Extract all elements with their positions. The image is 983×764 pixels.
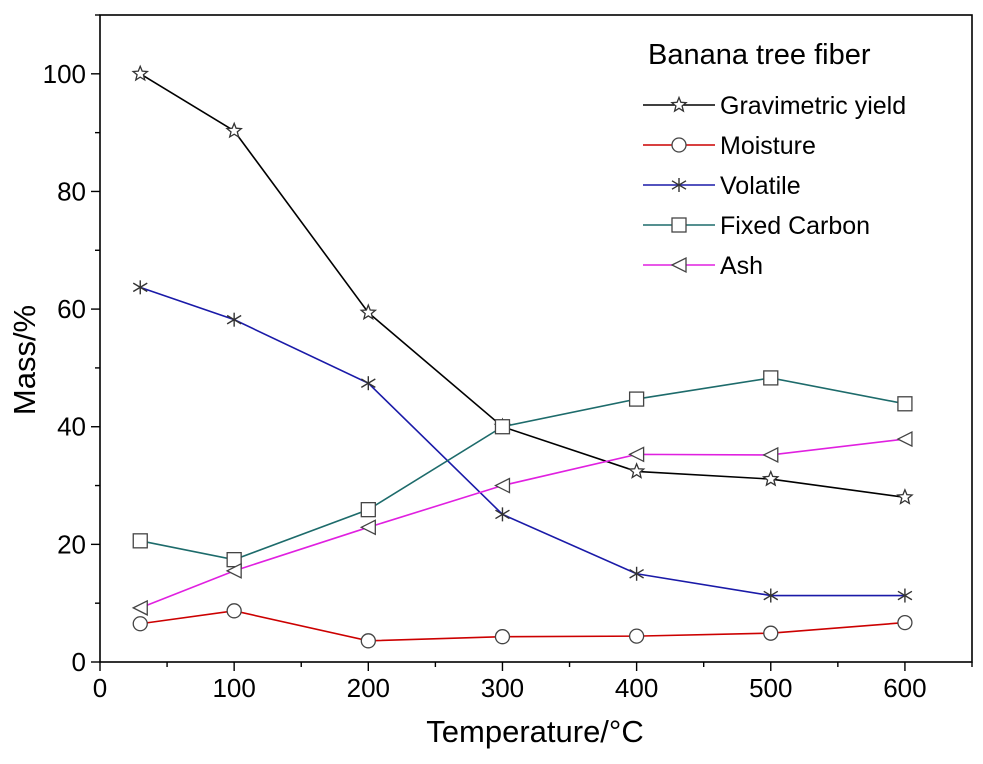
- asterisk-stroke: [226, 314, 242, 325]
- legend-title: Banana tree fiber: [648, 39, 871, 71]
- x-axis-label: Temperature/°C: [426, 714, 643, 749]
- series-volatile: [132, 280, 913, 603]
- asterisk-stroke: [763, 590, 779, 601]
- asterisk-marker: [763, 588, 779, 603]
- y-axis-label: Mass/%: [7, 305, 42, 415]
- series-line: [139, 286, 905, 597]
- x-tick-label: 0: [93, 673, 107, 703]
- legend-label: Fixed Carbon: [720, 212, 870, 240]
- legend-label: Moisture: [720, 132, 816, 160]
- y-tick-label: 0: [72, 647, 86, 677]
- legend-item: Gravimetric yield: [643, 92, 906, 120]
- circle-marker: [226, 603, 242, 619]
- triangle-marker: [896, 431, 913, 448]
- asterisk-marker: [132, 280, 148, 295]
- x-tick-label: 200: [347, 673, 390, 703]
- circle-marker: [628, 628, 645, 644]
- y-tick-label: 40: [57, 412, 86, 442]
- triangle-marker: [762, 446, 779, 464]
- circle-marker: [897, 614, 913, 631]
- asterisk-stroke: [629, 568, 644, 579]
- circle-marker: [671, 137, 687, 153]
- y-tick-label: 100: [43, 59, 86, 89]
- x-tick-label: 600: [883, 673, 926, 703]
- triangle-marker: [670, 256, 687, 274]
- asterisk-marker: [671, 178, 687, 192]
- star-marker: [627, 462, 646, 479]
- asterisk-marker: [495, 507, 510, 522]
- circle-marker: [132, 616, 148, 632]
- series-line: [140, 377, 906, 561]
- asterisk-marker: [629, 566, 644, 581]
- legend-item: Fixed Carbon: [643, 212, 870, 240]
- series-line: [140, 610, 905, 642]
- y-tick-label: 80: [57, 176, 86, 206]
- legend-label: Ash: [720, 252, 763, 280]
- series-moisture: [132, 603, 913, 649]
- star-marker: [359, 303, 378, 321]
- series-fixed-carbon: [132, 370, 913, 568]
- legend-label: Volatile: [720, 172, 801, 200]
- square-marker: [897, 396, 913, 412]
- square-marker: [628, 391, 645, 407]
- triangle-marker: [359, 519, 376, 536]
- y-tick-label: 20: [57, 529, 86, 559]
- legend-item: Moisture: [643, 132, 816, 160]
- triangle-marker: [628, 446, 645, 463]
- square-marker: [360, 502, 376, 518]
- circle-marker: [494, 629, 511, 645]
- star-marker: [896, 488, 914, 505]
- legend-label: Gravimetric yield: [720, 92, 906, 120]
- series-ash: [131, 431, 913, 616]
- x-tick-label: 500: [749, 673, 792, 703]
- square-marker: [763, 370, 779, 386]
- triangle-marker: [131, 599, 148, 616]
- asterisk-stroke: [360, 378, 376, 389]
- asterisk-stroke: [495, 509, 510, 520]
- circle-marker: [360, 633, 376, 649]
- axes: 0 100 200 300 400 500 600 0 20 40 60 80 100: [43, 14, 973, 703]
- asterisk-marker: [226, 312, 242, 327]
- x-tick-label: 100: [212, 673, 255, 703]
- series-layer: [131, 64, 914, 649]
- x-tick-label: 300: [481, 673, 524, 703]
- asterisk-stroke: [897, 590, 913, 601]
- asterisk-marker: [897, 588, 913, 603]
- star-marker: [761, 469, 780, 487]
- legend: Banana tree fiber Gravimetric yield Moist…: [643, 39, 906, 280]
- circle-marker: [763, 625, 779, 641]
- x-tick-label: 400: [615, 673, 658, 703]
- legend-item: Ash: [643, 252, 763, 280]
- star-marker: [131, 64, 150, 82]
- legend-item: Volatile: [643, 172, 801, 200]
- asterisk-stroke: [671, 180, 687, 190]
- y-tick-label: 60: [57, 294, 86, 324]
- triangle-marker: [225, 562, 242, 579]
- square-marker: [494, 419, 511, 435]
- plot-frame: [99, 14, 973, 663]
- star-marker: [225, 121, 243, 139]
- star-marker: [670, 95, 688, 113]
- square-marker: [671, 217, 687, 233]
- asterisk-stroke: [132, 282, 148, 293]
- square-marker: [132, 533, 148, 549]
- asterisk-marker: [360, 376, 376, 391]
- triangle-marker: [494, 477, 511, 494]
